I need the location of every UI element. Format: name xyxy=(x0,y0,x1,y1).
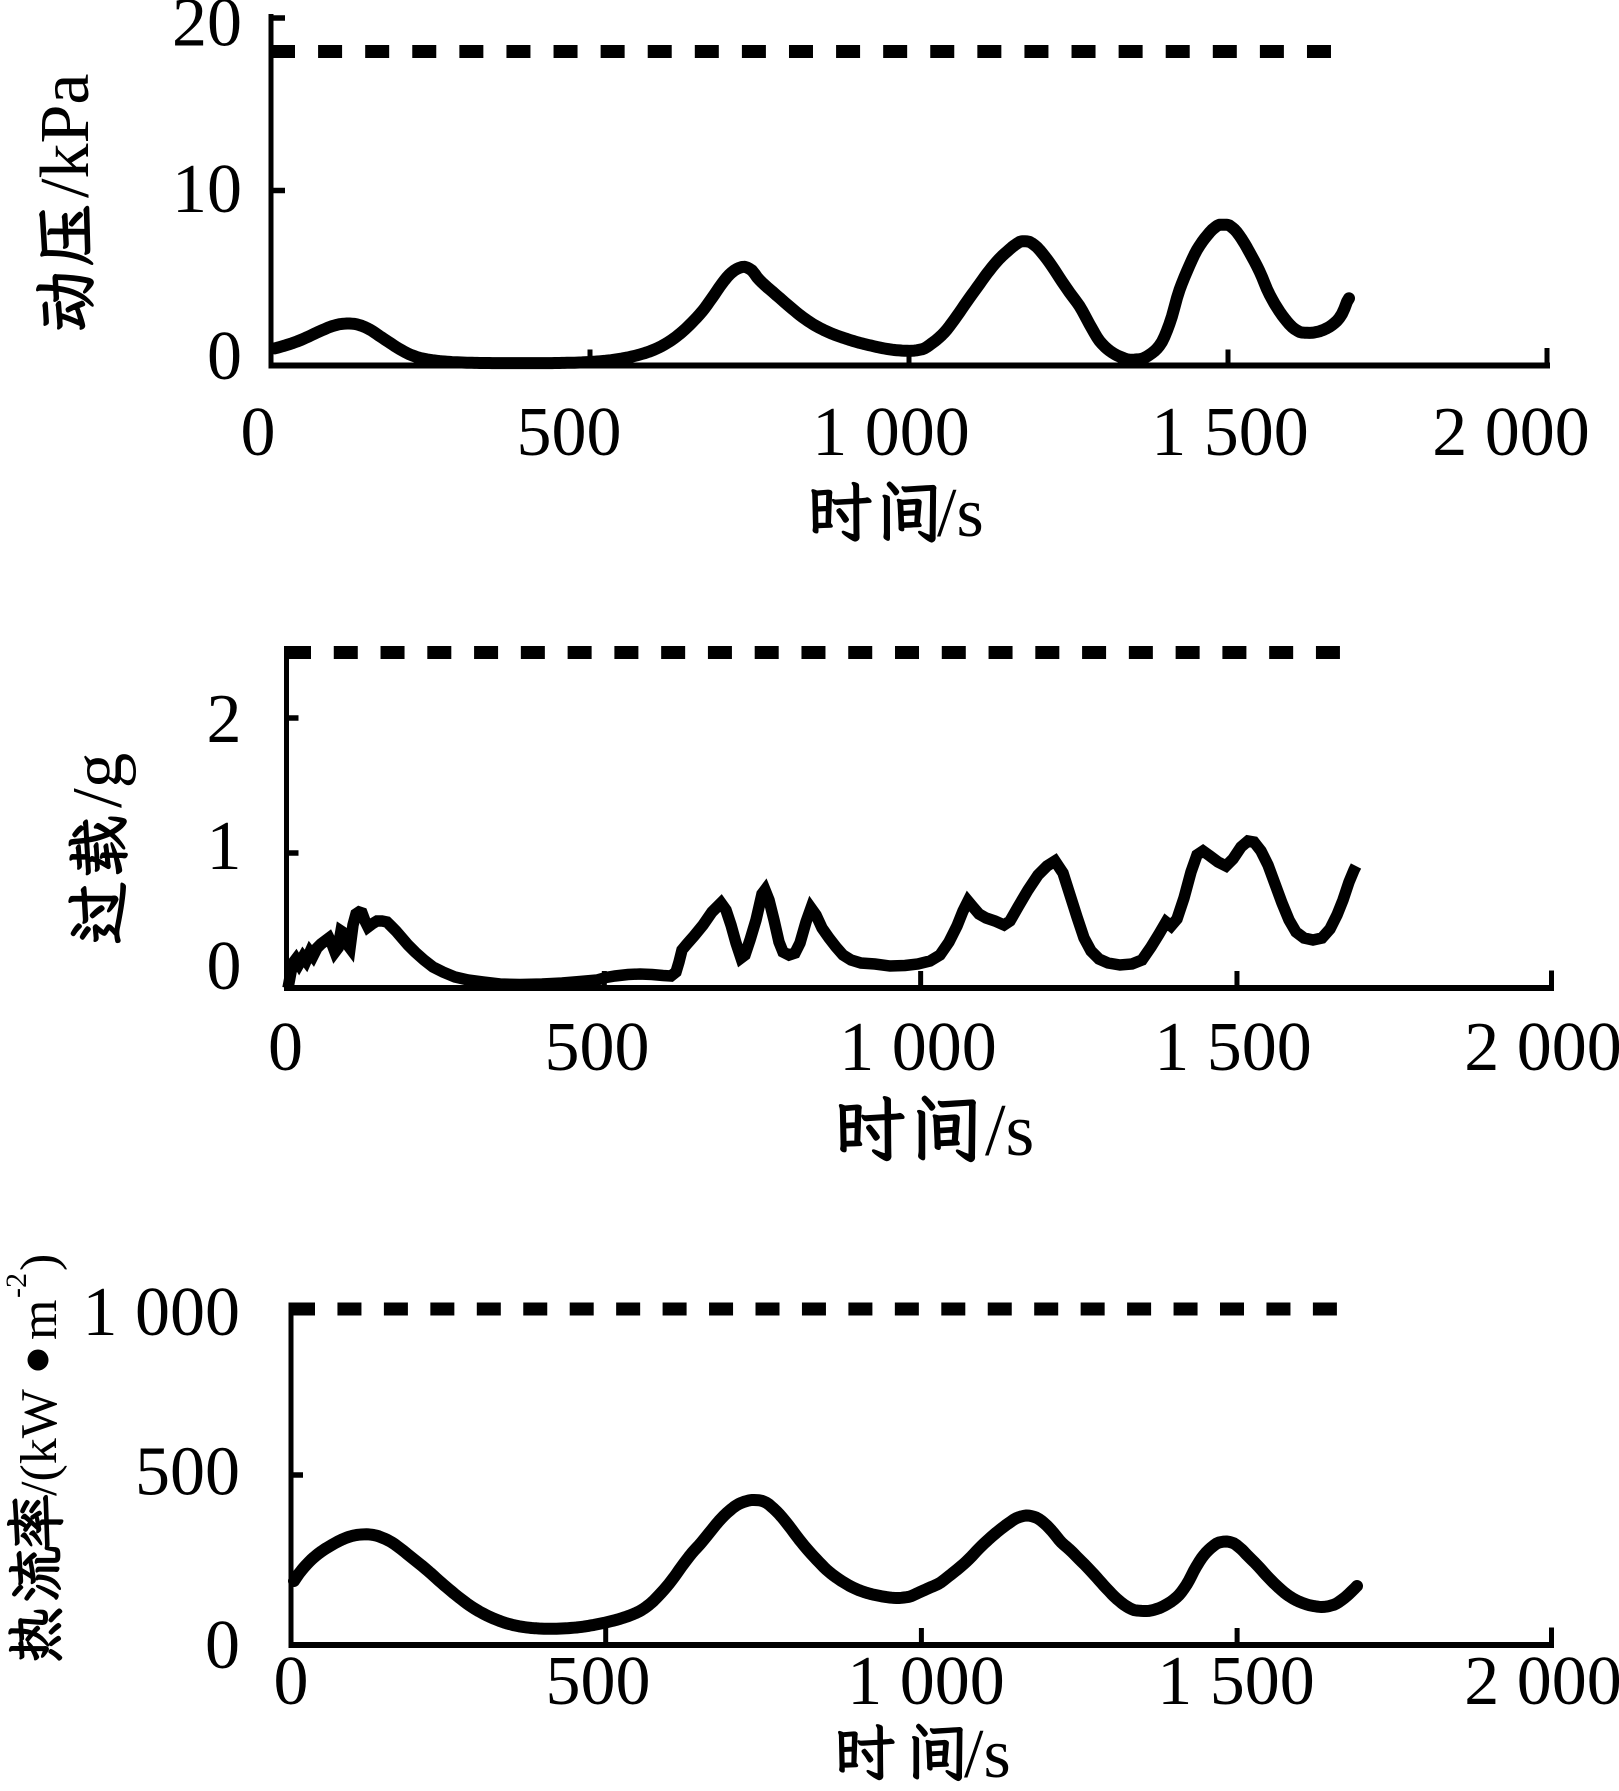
svg-text:2 000: 2 000 xyxy=(1432,394,1590,471)
svg-text:1: 1 xyxy=(207,808,242,885)
svg-text:0: 0 xyxy=(207,318,242,395)
svg-text:0: 0 xyxy=(205,1607,240,1684)
svg-text:500: 500 xyxy=(545,1009,650,1086)
svg-text:1 500: 1 500 xyxy=(1154,1009,1312,1086)
svg-text:1 500: 1 500 xyxy=(1151,394,1309,471)
svg-text:m: m xyxy=(11,1300,68,1340)
svg-text:1 500: 1 500 xyxy=(1157,1643,1315,1720)
svg-text:0: 0 xyxy=(274,1643,309,1720)
svg-text:2: 2 xyxy=(207,681,242,758)
svg-text:10: 10 xyxy=(172,151,242,228)
svg-text:0: 0 xyxy=(207,928,242,1005)
svg-text:500: 500 xyxy=(517,394,622,471)
svg-text:1 000: 1 000 xyxy=(839,1009,997,1086)
svg-text:/g: /g xyxy=(59,753,137,808)
svg-text:20: 20 xyxy=(172,0,242,62)
svg-text:0: 0 xyxy=(268,1009,303,1086)
svg-text:/s: /s xyxy=(964,1716,1011,1791)
svg-text:0: 0 xyxy=(241,394,276,471)
svg-text:1 000: 1 000 xyxy=(847,1643,1005,1720)
svg-text:1 000: 1 000 xyxy=(812,394,970,471)
svg-text:/(kW: /(kW xyxy=(11,1389,68,1496)
svg-text:/s: /s xyxy=(937,475,984,552)
svg-text:2 000: 2 000 xyxy=(1464,1009,1619,1086)
svg-text:/s: /s xyxy=(985,1090,1034,1172)
svg-text:1 000: 1 000 xyxy=(83,1274,241,1351)
svg-text:/kPa: /kPa xyxy=(27,74,104,198)
svg-text:): ) xyxy=(11,1254,68,1271)
svg-text:500: 500 xyxy=(546,1643,651,1720)
svg-text:2 000: 2 000 xyxy=(1464,1643,1619,1720)
svg-text:500: 500 xyxy=(135,1434,240,1511)
svg-text:-2: -2 xyxy=(0,1273,33,1298)
